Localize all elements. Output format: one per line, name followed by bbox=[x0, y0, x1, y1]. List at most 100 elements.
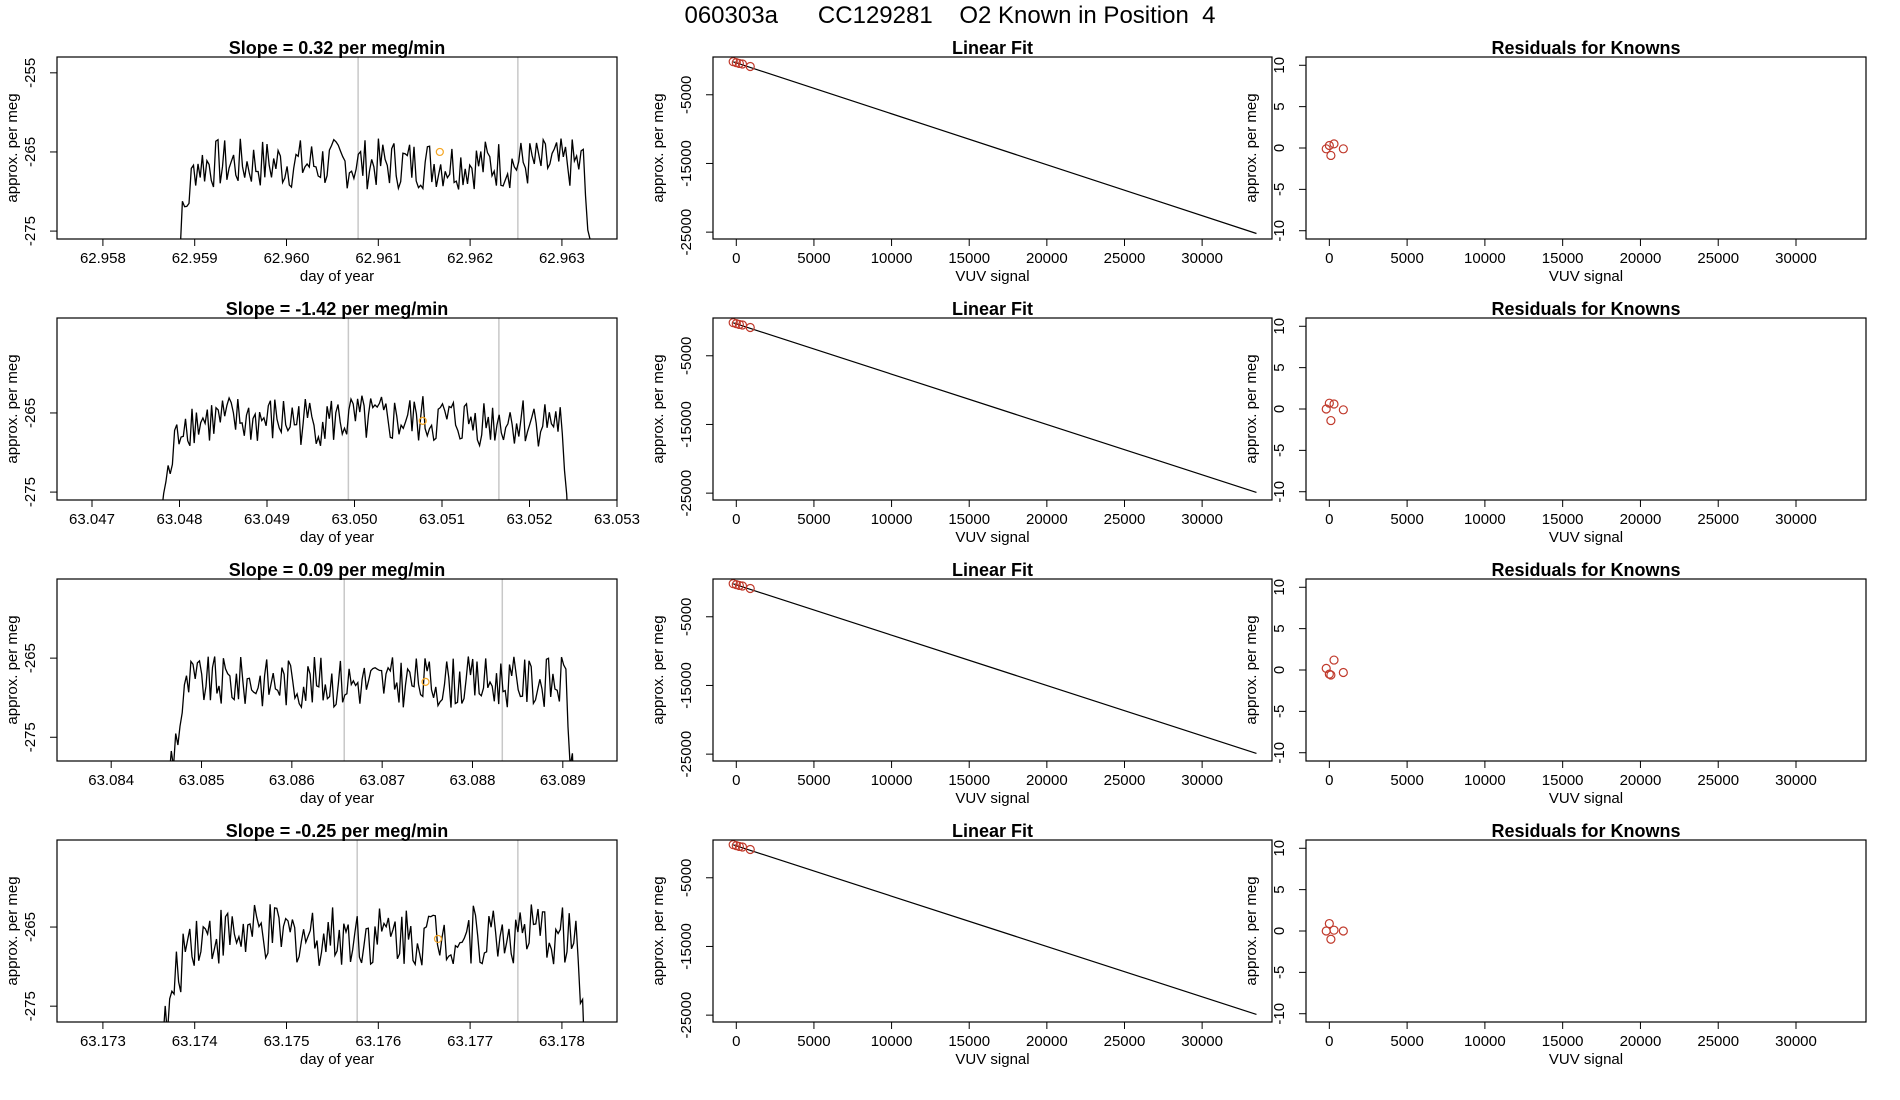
panel-r2-c2-xtick-label: 20000 bbox=[1026, 511, 1068, 528]
panel-r3-c2-ylabel: approx. per meg bbox=[650, 615, 667, 724]
panel-r1-c2-xlabel: VUV signal bbox=[955, 268, 1029, 285]
panel-r1-c3-data-point bbox=[1324, 140, 1334, 151]
panel-r4-c3-xtick-label: 25000 bbox=[1697, 1033, 1739, 1050]
panel-r1-c1-title: Slope = 0.32 per meg/min bbox=[229, 38, 446, 58]
panel-r4-c3-xtick-label: 30000 bbox=[1775, 1033, 1817, 1050]
panel-r3-c2-ytick-label: -25000 bbox=[678, 731, 695, 778]
panel-r3-c3-data-point bbox=[1338, 667, 1348, 678]
panel-r2-c3-xlabel: VUV signal bbox=[1549, 529, 1623, 546]
panel-r1-c3-data-point bbox=[1326, 150, 1336, 161]
panel-r2-c1-ytick-label: -265 bbox=[22, 398, 39, 428]
panel-r2-c1-xtick-label: 63.051 bbox=[419, 511, 465, 528]
panel-r1-c3-frame bbox=[1305, 56, 1867, 240]
panel-r3-c2-xtick-label: 15000 bbox=[948, 772, 990, 789]
panel-r1-c1-xtick-label: 62.958 bbox=[80, 250, 126, 267]
panel-r1-c2-ytick-label: -15000 bbox=[678, 140, 695, 187]
panel-r3-c2-xtick-label: 20000 bbox=[1026, 772, 1068, 789]
panel-r4-c2-xtick-label: 0 bbox=[732, 1033, 740, 1050]
panel-r2-c1-title: Slope = -1.42 per meg/min bbox=[226, 299, 449, 319]
panel-r2-c3-data-point bbox=[1324, 398, 1334, 408]
panel-r2-c2-frame bbox=[712, 317, 1273, 501]
panel-r3-c2-title: Linear Fit bbox=[952, 560, 1033, 580]
panel-r3-c2-fit-line bbox=[733, 583, 1257, 755]
panel-r4-c2-xtick-label: 20000 bbox=[1026, 1033, 1068, 1050]
panel-r2-c3-ytick-label: 0 bbox=[1271, 405, 1288, 413]
panel-r4-c3-ytick-label: 0 bbox=[1271, 927, 1288, 935]
panel-r3-c3-frame bbox=[1305, 578, 1867, 762]
panel-r2-c3-data-point bbox=[1329, 399, 1339, 409]
panel-r1-c2-data-point bbox=[745, 61, 755, 72]
panel-r2-c2-xtick-label: 0 bbox=[732, 511, 740, 528]
panel-r1-c1-xtick-label: 62.960 bbox=[264, 250, 310, 267]
panel-r2-c1-marker bbox=[418, 416, 427, 425]
panel-r3-c1-xtick-label: 63.086 bbox=[269, 772, 315, 789]
panel-r3-c1-title: Slope = 0.09 per meg/min bbox=[229, 560, 446, 580]
panel-r2-c3-title: Residuals for Knowns bbox=[1491, 299, 1680, 319]
panel-r3-c3-ytick-label: -5 bbox=[1271, 705, 1288, 718]
panel-r1-c3-title: Residuals for Knowns bbox=[1491, 38, 1680, 58]
panel-r2-c2-data-point bbox=[745, 322, 755, 333]
panel-r4-c3-xtick-label: 0 bbox=[1325, 1033, 1333, 1050]
panel-r3-c2-xtick-label: 30000 bbox=[1181, 772, 1223, 789]
panel-r3-c3-xtick-label: 0 bbox=[1325, 772, 1333, 789]
panel-r1-c3-xtick-label: 10000 bbox=[1464, 250, 1506, 267]
panel-r1-c3-xtick-label: 20000 bbox=[1620, 250, 1662, 267]
panel-r4-c3-title: Residuals for Knowns bbox=[1491, 821, 1680, 841]
panel-r4-c2-ytick-label: -15000 bbox=[678, 923, 695, 970]
panel-r3-c3-xtick-label: 25000 bbox=[1697, 772, 1739, 789]
panel-r4-c1-xtick-label: 63.178 bbox=[539, 1033, 585, 1050]
panel-r1-c1-ytick-label: -275 bbox=[22, 216, 39, 246]
panel-r2-c3-ylabel: approx. per meg bbox=[1243, 354, 1260, 463]
panel-r1-c1-ytick-label: -255 bbox=[22, 58, 39, 88]
panel-r1-c2-ylabel: approx. per meg bbox=[650, 93, 667, 202]
panel-r3-c1-series-line bbox=[169, 656, 574, 761]
panel-r2-c1-series-line bbox=[162, 395, 568, 500]
panel-r2-c3-xtick-label: 0 bbox=[1325, 511, 1333, 528]
panel-r2-c3-data-point bbox=[1338, 405, 1348, 415]
panel-r2-c3-xtick-label: 30000 bbox=[1775, 511, 1817, 528]
panel-r4-c2-xtick-label: 30000 bbox=[1181, 1033, 1223, 1050]
panel-r3-c2-xtick-label: 10000 bbox=[871, 772, 913, 789]
panel-r1-c2-frame bbox=[712, 56, 1273, 240]
panel-r4-c1-xlabel: day of year bbox=[300, 1051, 374, 1068]
panel-r4-c3-ytick-label: -10 bbox=[1271, 1003, 1288, 1025]
panel-r4-c3-data-point bbox=[1338, 926, 1348, 936]
panel-r4-c3-xtick-label: 15000 bbox=[1542, 1033, 1584, 1050]
panel-r4-c2-xtick-label: 15000 bbox=[948, 1033, 990, 1050]
panel-r3-c3-ytick-label: -10 bbox=[1271, 742, 1288, 764]
panel-r4-c2-xlabel: VUV signal bbox=[955, 1051, 1029, 1068]
panel-r2-c2-xtick-label: 30000 bbox=[1181, 511, 1223, 528]
panel-r4-c1-title: Slope = -0.25 per meg/min bbox=[226, 821, 449, 841]
panel-r2-c2-fit-line bbox=[733, 322, 1257, 494]
panel-r2-c1-xtick-label: 63.049 bbox=[244, 511, 290, 528]
panel-r3-c1-xtick-label: 63.087 bbox=[359, 772, 405, 789]
panel-r1-c3-ylabel: approx. per meg bbox=[1243, 93, 1260, 202]
panel-r3-c1-xtick-label: 63.089 bbox=[540, 772, 586, 789]
panel-r2-c1-xlabel: day of year bbox=[300, 529, 374, 546]
panel-r2-c1-ytick-label: -275 bbox=[22, 477, 39, 507]
panel-r3-c2-data-point bbox=[734, 580, 744, 591]
panel-r2-c1-xtick-label: 63.048 bbox=[157, 511, 203, 528]
panel-r2-c3-ytick-label: -5 bbox=[1271, 444, 1288, 457]
panel-r2-c2-xtick-label: 25000 bbox=[1104, 511, 1146, 528]
panel-r1-c3-data-point bbox=[1321, 144, 1331, 154]
panel-r4-c3-data-point bbox=[1321, 926, 1331, 936]
panel-r4-c3-ytick-label: 10 bbox=[1271, 840, 1288, 857]
panel-r3-c3-ytick-label: 5 bbox=[1271, 624, 1288, 632]
panel-r1-c1-xtick-label: 62.963 bbox=[539, 250, 585, 267]
panel-r4-c1-xtick-label: 63.173 bbox=[80, 1033, 126, 1050]
panel-r4-c3-data-point bbox=[1329, 925, 1339, 935]
panel-r3-c1-xtick-label: 63.088 bbox=[450, 772, 496, 789]
panel-r2-c3-xtick-label: 25000 bbox=[1697, 511, 1739, 528]
panel-r4-c1-frame bbox=[56, 839, 618, 1023]
panel-r1-c1-ytick-label: -265 bbox=[22, 137, 39, 167]
panel-r4-c1-ylabel: approx. per meg bbox=[4, 876, 21, 985]
panel-r4-c3-data-point bbox=[1324, 918, 1334, 929]
panel-r1-c3-xtick-label: 30000 bbox=[1775, 250, 1817, 267]
panel-r4-c2-data-point bbox=[745, 844, 755, 855]
panel-r4-c3-frame bbox=[1305, 839, 1867, 1023]
panel-r2-c2-xtick-label: 10000 bbox=[871, 511, 913, 528]
panel-r3-c2-xtick-label: 0 bbox=[732, 772, 740, 789]
panel-r4-c1-series-line bbox=[163, 904, 585, 1022]
panel-r2-c2-xtick-label: 15000 bbox=[948, 511, 990, 528]
